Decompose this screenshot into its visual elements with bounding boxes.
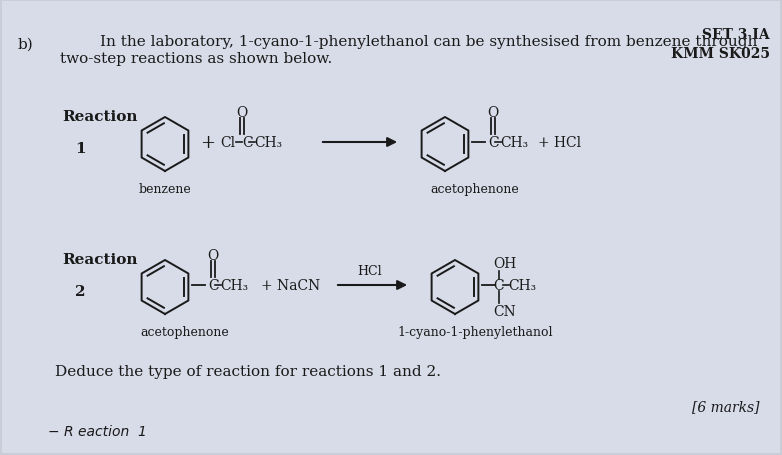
Text: + NaCN: + NaCN — [261, 278, 321, 293]
Text: SET 3 IA
KMM SK025: SET 3 IA KMM SK025 — [671, 28, 770, 61]
Text: C: C — [488, 136, 499, 150]
Text: C: C — [493, 278, 504, 293]
Text: CH₃: CH₃ — [220, 278, 248, 293]
Text: CH₃: CH₃ — [500, 136, 528, 150]
Text: OH: OH — [493, 257, 516, 270]
Text: HCl: HCl — [357, 265, 382, 278]
Text: Reaction: Reaction — [62, 110, 138, 124]
Text: Deduce the type of reaction for reactions 1 and 2.: Deduce the type of reaction for reaction… — [55, 364, 441, 378]
Text: O: O — [207, 248, 219, 263]
Text: b): b) — [18, 38, 34, 52]
Text: − R eaction  1: − R eaction 1 — [48, 424, 147, 438]
Text: In the laboratory, 1-cyano-1-phenylethanol can be synthesised from benzene throu: In the laboratory, 1-cyano-1-phenylethan… — [100, 35, 758, 49]
Text: acetophenone: acetophenone — [141, 325, 229, 338]
Text: +: + — [200, 134, 215, 152]
Text: [6 marks]: [6 marks] — [693, 399, 760, 413]
Text: Cl: Cl — [220, 136, 235, 150]
Text: CH₃: CH₃ — [508, 278, 536, 293]
Text: 1: 1 — [75, 142, 85, 156]
Text: Reaction: Reaction — [62, 253, 138, 267]
Text: C: C — [242, 136, 253, 150]
Text: O: O — [236, 106, 248, 120]
Text: C: C — [208, 278, 219, 293]
Text: CN: CN — [493, 304, 516, 318]
Text: 2: 2 — [75, 284, 85, 298]
Text: acetophenone: acetophenone — [431, 182, 519, 196]
Text: O: O — [487, 106, 499, 120]
Text: + HCl: + HCl — [538, 136, 581, 150]
Text: CH₃: CH₃ — [254, 136, 282, 150]
Text: two-step reactions as shown below.: two-step reactions as shown below. — [60, 52, 332, 66]
Text: 1-cyano-1-phenylethanol: 1-cyano-1-phenylethanol — [397, 325, 553, 338]
Text: benzene: benzene — [138, 182, 192, 196]
